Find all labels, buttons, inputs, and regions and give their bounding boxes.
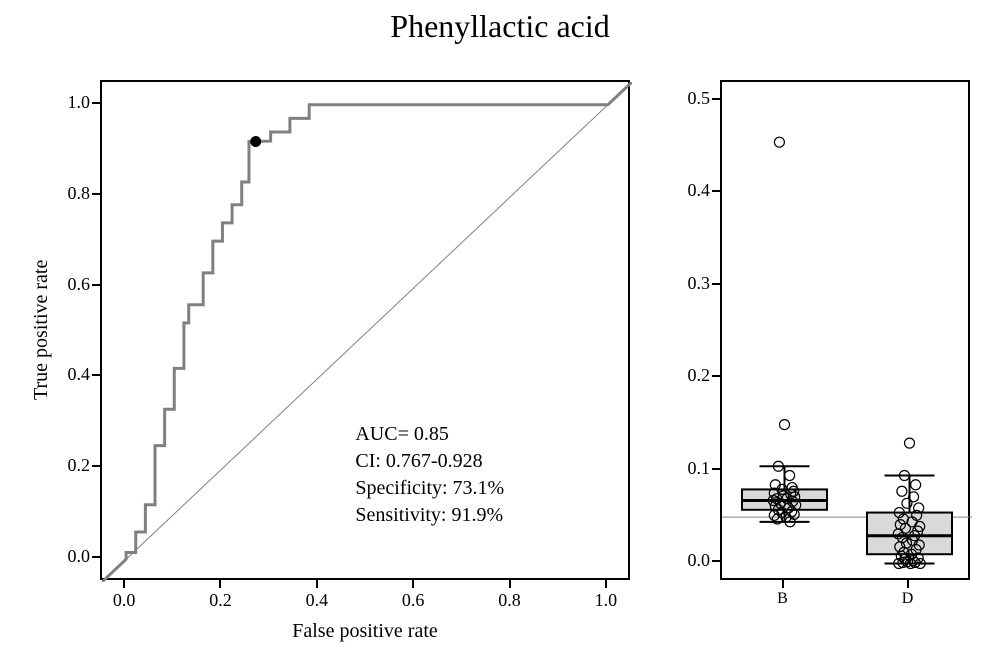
box-ytick-label: 0.2 xyxy=(678,365,710,386)
box-ytick-label: 0.0 xyxy=(678,550,710,571)
roc-ytick xyxy=(92,556,100,558)
stat-sens: Sensitivity: 91.9% xyxy=(355,502,504,529)
roc-xtick xyxy=(509,580,511,588)
roc-xtick xyxy=(316,580,318,588)
roc-xtick xyxy=(412,580,414,588)
stat-spec: Specificity: 73.1% xyxy=(355,475,504,502)
roc-ytick-label: 0.8 xyxy=(55,183,90,204)
roc-xtick-label: 0.4 xyxy=(302,590,332,611)
roc-stats: AUC= 0.85 CI: 0.767-0.928 Specificity: 7… xyxy=(355,421,504,529)
roc-xtick xyxy=(219,580,221,588)
stat-ci: CI: 0.767-0.928 xyxy=(355,448,504,475)
roc-xtick xyxy=(605,580,607,588)
roc-xlabel: False positive rate xyxy=(100,620,630,643)
roc-xtick-label: 0.6 xyxy=(398,590,428,611)
box-ytick-label: 0.3 xyxy=(678,273,710,294)
box-ytick xyxy=(712,468,720,470)
box-ytick xyxy=(712,190,720,192)
figure-title: Phenyllactic acid xyxy=(0,8,1000,45)
box-ytick xyxy=(712,560,720,562)
box-xtick xyxy=(907,580,909,588)
box-xtick xyxy=(782,580,784,588)
stat-auc: AUC= 0.85 xyxy=(355,421,504,448)
roc-ytick xyxy=(92,284,100,286)
roc-xtick xyxy=(123,580,125,588)
roc-xtick-label: 0.8 xyxy=(495,590,525,611)
roc-ylabel: True positive rate xyxy=(30,80,53,580)
box-category-label: B xyxy=(763,590,803,608)
roc-xtick-label: 1.0 xyxy=(591,590,621,611)
figure: Phenyllactic acid False positive rate Tr… xyxy=(0,0,1000,659)
box-ytick xyxy=(712,98,720,100)
roc-ytick xyxy=(92,465,100,467)
roc-xtick-label: 0.0 xyxy=(109,590,139,611)
boxplot-panel xyxy=(720,80,970,580)
roc-ytick xyxy=(92,102,100,104)
roc-ytick xyxy=(92,374,100,376)
roc-ytick xyxy=(92,193,100,195)
box-category-label: D xyxy=(888,590,928,608)
roc-ytick-label: 0.4 xyxy=(55,364,90,385)
box-ytick xyxy=(712,283,720,285)
box-ytick-label: 0.5 xyxy=(678,88,710,109)
roc-xtick-label: 0.2 xyxy=(205,590,235,611)
box-ytick-label: 0.4 xyxy=(678,180,710,201)
roc-ytick-label: 1.0 xyxy=(55,92,90,113)
roc-ytick-label: 0.0 xyxy=(55,546,90,567)
roc-ytick-label: 0.6 xyxy=(55,274,90,295)
box-ytick-label: 0.1 xyxy=(678,458,710,479)
roc-ytick-label: 0.2 xyxy=(55,455,90,476)
boxplot-svg xyxy=(722,82,972,582)
box-ytick xyxy=(712,375,720,377)
